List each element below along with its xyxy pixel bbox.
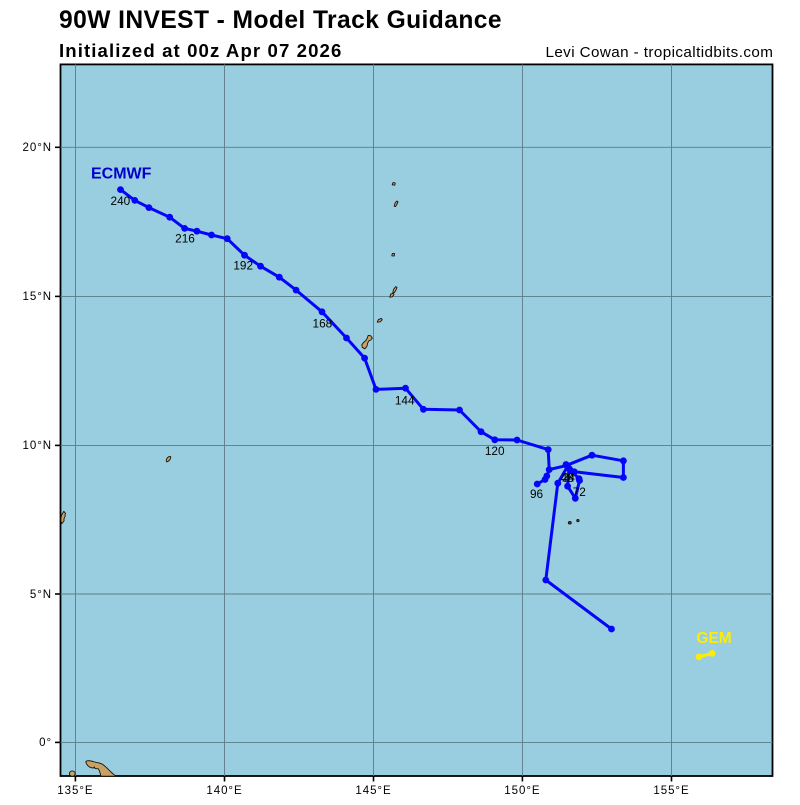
svg-text:96: 96 <box>530 487 544 501</box>
svg-text:135°E: 135°E <box>57 785 93 797</box>
svg-text:0°: 0° <box>39 737 52 749</box>
svg-text:140°E: 140°E <box>206 785 242 797</box>
svg-text:Initialized at 00z Apr 07 2026: Initialized at 00z Apr 07 2026 <box>59 40 342 61</box>
svg-text:240: 240 <box>111 194 131 208</box>
svg-text:145°E: 145°E <box>355 785 391 797</box>
svg-text:90W INVEST - Model Track Guida: 90W INVEST - Model Track Guidance <box>59 7 502 34</box>
svg-text:72: 72 <box>573 485 586 499</box>
svg-text:150°E: 150°E <box>504 785 540 797</box>
svg-text:Levi Cowan - tropicaltidbits.c: Levi Cowan - tropicaltidbits.com <box>545 44 773 61</box>
svg-text:120: 120 <box>485 444 505 458</box>
svg-text:ECMWF: ECMWF <box>91 166 152 183</box>
svg-text:216: 216 <box>175 232 195 246</box>
svg-text:168: 168 <box>313 317 333 331</box>
svg-text:144: 144 <box>395 393 415 407</box>
svg-text:192: 192 <box>233 259 253 273</box>
svg-text:15°N: 15°N <box>23 291 53 303</box>
svg-text:48: 48 <box>561 471 575 485</box>
svg-text:5°N: 5°N <box>30 589 52 601</box>
svg-text:20°N: 20°N <box>23 142 53 154</box>
svg-text:155°E: 155°E <box>653 785 689 797</box>
svg-text:10°N: 10°N <box>23 440 53 452</box>
svg-text:24: 24 <box>562 471 576 485</box>
svg-text:GEM: GEM <box>696 630 731 647</box>
